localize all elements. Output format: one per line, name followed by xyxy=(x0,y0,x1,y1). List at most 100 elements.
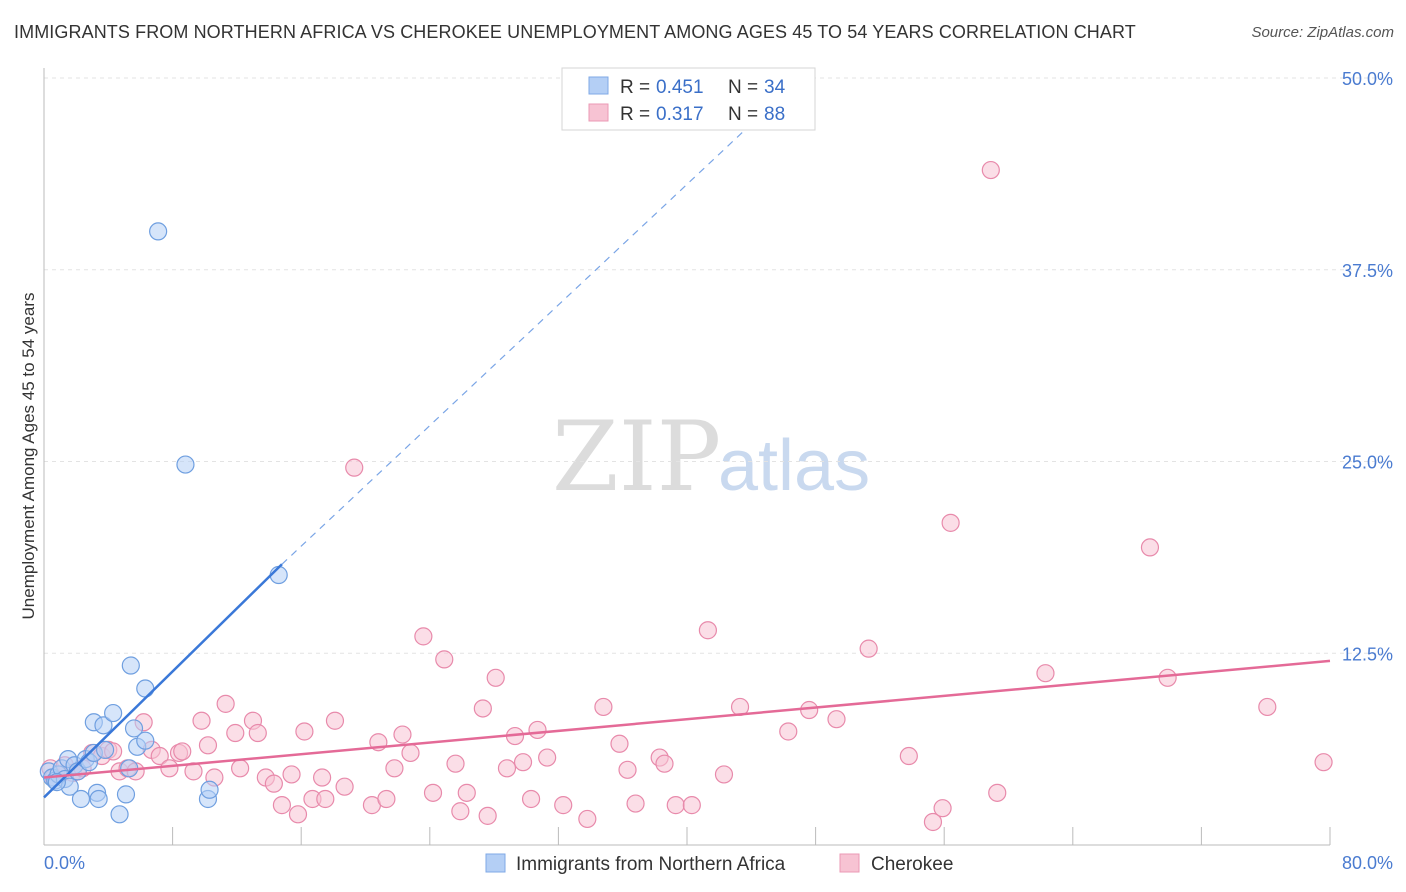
immigrants-point xyxy=(95,740,115,759)
immigrants-points xyxy=(39,222,288,824)
trend-lines xyxy=(43,123,1331,799)
y-tick-label: 25.0% xyxy=(1342,453,1393,473)
legend-swatch-pink xyxy=(588,103,609,122)
cherokee-point xyxy=(248,723,267,743)
cherokee-point xyxy=(160,759,179,778)
y-axis-label: Unemployment Among Ages 45 to 54 years xyxy=(19,293,38,620)
cherokee-point xyxy=(923,812,943,832)
cherokee-point xyxy=(264,774,283,793)
cherokee-point xyxy=(666,796,685,815)
cherokee-point xyxy=(899,746,918,766)
cherokee-point xyxy=(528,720,547,740)
immigrants-point xyxy=(116,785,136,804)
cherokee-point xyxy=(282,765,301,784)
cherokee-point xyxy=(1140,538,1160,557)
cherokee-point xyxy=(414,627,433,646)
cherokee-point xyxy=(513,753,533,772)
cherokee-point xyxy=(655,754,674,773)
legend-n-value-1: 34 xyxy=(764,77,786,98)
cherokee-point xyxy=(610,734,629,753)
gridlines xyxy=(44,77,1390,654)
cherokee-point xyxy=(226,723,245,743)
y-tick-label: 12.5% xyxy=(1342,644,1393,664)
legend-label-immigrants: Immigrants from Northern Africa xyxy=(516,854,786,875)
cherokee-point xyxy=(345,458,364,477)
immigrants-point xyxy=(136,679,155,698)
cherokee-point xyxy=(859,639,878,658)
immigrants-trend-extension xyxy=(281,123,752,565)
cherokee-point xyxy=(521,789,541,809)
cherokee-point xyxy=(325,711,345,730)
correlation-legend: R = 0.451 N = 34 R = 0.317 N = 88 xyxy=(561,67,816,131)
legend-n-label-2: N = xyxy=(728,104,758,125)
cherokee-point xyxy=(800,700,819,720)
cherokee-point xyxy=(981,160,1000,180)
y-tick-label: 50.0% xyxy=(1342,69,1393,89)
cherokee-point xyxy=(198,736,218,755)
cherokee-point xyxy=(1314,753,1333,772)
source-credit: Source: ZipAtlas.com xyxy=(1251,24,1394,41)
legend-swatch-cherokee xyxy=(839,853,860,873)
legend-n-label-1: N = xyxy=(728,77,758,98)
cherokee-point xyxy=(423,783,443,802)
watermark-zip: ZIP xyxy=(552,401,721,513)
cherokee-point xyxy=(618,760,637,779)
immigrants-point xyxy=(94,716,113,735)
watermark-atlas: atlas xyxy=(718,426,870,506)
cherokee-point xyxy=(312,768,332,787)
cherokee-point xyxy=(295,722,314,741)
cherokee-point xyxy=(335,777,354,796)
legend-r-value-2: 0.317 xyxy=(656,104,704,125)
cherokee-point xyxy=(216,694,235,713)
cherokee-point xyxy=(451,802,470,821)
cherokee-point xyxy=(941,513,960,532)
immigrants-point xyxy=(110,805,129,824)
legend-r-value-1: 0.451 xyxy=(656,77,704,98)
legend-r-label-2: R = xyxy=(620,104,650,125)
immigrants-point xyxy=(89,789,108,809)
cherokee-point xyxy=(457,783,476,802)
legend-n-value-2: 88 xyxy=(764,104,785,125)
cherokee-point xyxy=(1258,697,1277,717)
cherokee-point xyxy=(231,759,250,778)
cherokee-point xyxy=(435,650,454,669)
cherokee-point xyxy=(486,668,505,687)
cherokee-point xyxy=(554,796,573,815)
cherokee-point xyxy=(682,796,701,815)
cherokee-point xyxy=(272,796,292,815)
immigrants-point xyxy=(104,703,123,723)
immigrants-point xyxy=(136,731,155,750)
immigrants-point xyxy=(149,222,168,241)
immigrants-point xyxy=(200,780,219,799)
immigrants-trend-line xyxy=(43,563,283,799)
cherokee-point xyxy=(626,794,645,813)
cherokee-point xyxy=(698,621,717,640)
legend-r-label-1: R = xyxy=(620,77,650,98)
cherokee-point xyxy=(988,783,1007,802)
cherokee-point xyxy=(497,759,517,778)
legend-label-cherokee: Cherokee xyxy=(871,854,953,875)
cherokee-point xyxy=(1036,664,1055,683)
cherokee-point xyxy=(473,699,492,718)
cherokee-point xyxy=(827,710,846,729)
cherokee-point xyxy=(401,743,420,763)
chart-title: IMMIGRANTS FROM NORTHERN AFRICA VS CHERO… xyxy=(14,22,1136,42)
x-tick-label-min: 0.0% xyxy=(44,853,85,873)
x-axis-ticks xyxy=(172,827,1331,845)
cherokee-point xyxy=(538,748,557,767)
immigrants-point xyxy=(124,719,144,738)
cherokee-point xyxy=(150,746,169,766)
series-legend: Immigrants from Northern Africa Cherokee xyxy=(485,853,953,875)
cherokee-point xyxy=(377,789,396,809)
cherokee-point xyxy=(933,799,952,818)
cherokee-point xyxy=(714,765,734,784)
cherokee-point xyxy=(393,725,412,744)
cherokee-point xyxy=(478,806,497,825)
cherokee-point xyxy=(288,805,308,824)
cherokee-point xyxy=(446,754,465,773)
legend-swatch-blue xyxy=(588,76,609,95)
x-tick-label-max: 80.0% xyxy=(1342,853,1393,873)
cherokee-point xyxy=(594,697,613,717)
cherokee-trend-line xyxy=(43,659,1331,779)
